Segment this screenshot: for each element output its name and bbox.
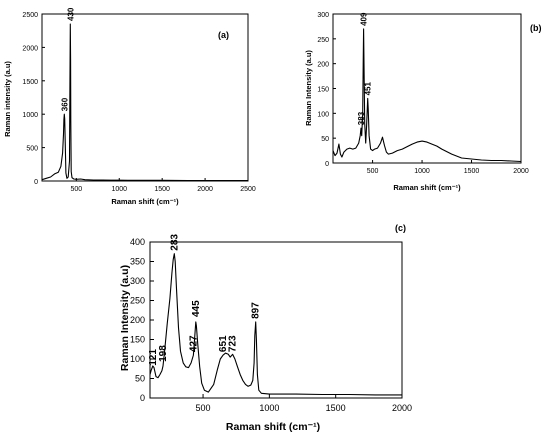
panel-b-ylabel: Raman Intensity (a.u) bbox=[304, 50, 313, 126]
x-tick-label: 2000 bbox=[513, 168, 529, 175]
y-tick-label: 250 bbox=[317, 37, 329, 44]
y-tick-label: 1500 bbox=[22, 79, 38, 86]
panel-c-ticks: 500 1000 1500 2000 0 50 100 150 200 250 300 350 400 bbox=[130, 237, 412, 413]
y-tick-label: 200 bbox=[317, 62, 329, 69]
y-tick-label: 50 bbox=[321, 136, 329, 143]
panel-c-tag: (c) bbox=[395, 223, 406, 233]
peak-label: 383 bbox=[357, 111, 366, 125]
panel-c-frame bbox=[149, 241, 403, 399]
peak-label: 409 bbox=[360, 12, 369, 26]
panel-b-xlabel: Raman shift (cm⁻¹) bbox=[393, 183, 461, 192]
peak-label: 427 bbox=[188, 335, 199, 352]
y-tick-label: 0 bbox=[34, 179, 38, 186]
y-tick-label: 1000 bbox=[22, 112, 38, 119]
peak-label: 723 bbox=[228, 335, 239, 352]
y-tick-label: 100 bbox=[130, 354, 145, 364]
panel-b-spectrum bbox=[332, 28, 522, 163]
y-tick-label: 200 bbox=[130, 315, 145, 325]
x-tick-label: 500 bbox=[196, 403, 211, 413]
y-tick-label: 50 bbox=[135, 374, 145, 384]
y-tick-label: 0 bbox=[140, 393, 145, 403]
peak-label: 651 bbox=[218, 335, 229, 352]
x-tick-label: 2500 bbox=[240, 186, 256, 193]
y-tick-label: 300 bbox=[317, 12, 329, 19]
x-tick-label: 1500 bbox=[464, 168, 480, 175]
panel-b-peak-labels: 383 409 451 bbox=[357, 12, 373, 125]
y-tick-label: 2500 bbox=[22, 12, 38, 19]
panel-b-chart: (b) 500 1000 1500 2000 0 50 100 150 200 250 300 38… bbox=[304, 12, 542, 192]
x-tick-label: 1000 bbox=[259, 403, 279, 413]
peak-label: 897 bbox=[251, 302, 262, 319]
panel-a-peak-labels: 360 430 bbox=[60, 7, 75, 111]
peak-label: 283 bbox=[169, 234, 180, 251]
panel-a-ylabel: Raman intensity (a.u) bbox=[3, 61, 12, 137]
y-tick-label: 500 bbox=[26, 146, 38, 153]
peak-label: 121 bbox=[148, 349, 159, 366]
peak-label: 445 bbox=[191, 300, 202, 317]
y-tick-label: 100 bbox=[317, 111, 329, 118]
y-tick-label: 300 bbox=[130, 276, 145, 286]
panel-c-ylabel: Raman Intensity (a.u) bbox=[119, 265, 131, 371]
panel-b-ticks: 500 1000 1500 2000 0 50 100 150 200 250 300 bbox=[317, 12, 529, 175]
x-tick-label: 500 bbox=[70, 186, 82, 193]
y-tick-label: 250 bbox=[130, 296, 145, 306]
panel-a-ticks: 500 1000 1500 2000 2500 0 500 1000 1500 2000 2500 bbox=[22, 12, 255, 193]
panel-a-xlabel: Raman shift (cm⁻¹) bbox=[111, 197, 179, 206]
panel-a-spectrum bbox=[41, 23, 248, 182]
x-tick-label: 1500 bbox=[326, 403, 346, 413]
x-tick-label: 1000 bbox=[111, 186, 127, 193]
panel-a-tag: (a) bbox=[218, 30, 229, 40]
y-tick-label: 0 bbox=[325, 161, 329, 168]
x-tick-label: 2000 bbox=[392, 403, 412, 413]
y-tick-label: 2000 bbox=[22, 45, 38, 52]
x-tick-label: 1000 bbox=[414, 168, 430, 175]
peak-label: 430 bbox=[66, 7, 75, 21]
panel-c-spectrum bbox=[149, 253, 402, 396]
x-tick-label: 2000 bbox=[197, 186, 213, 193]
x-tick-label: 1500 bbox=[154, 186, 170, 193]
y-tick-label: 400 bbox=[130, 237, 145, 247]
y-tick-label: 150 bbox=[130, 335, 145, 345]
panel-a-chart: (a) 500 1000 1500 2000 2500 0 500 1000 1500 2000 2… bbox=[3, 7, 256, 206]
peak-label: 451 bbox=[364, 82, 373, 96]
y-tick-label: 150 bbox=[317, 87, 329, 94]
panel-a-frame bbox=[41, 13, 249, 182]
y-tick-label: 350 bbox=[130, 257, 145, 267]
panel-c-chart: (c) 500 1000 1500 2000 0 50 100 150 200 250 300 350… bbox=[119, 223, 412, 433]
panel-b-frame bbox=[332, 13, 522, 164]
panel-b-tag: (b) bbox=[530, 23, 542, 33]
peak-label: 198 bbox=[158, 345, 169, 362]
panel-c-xlabel: Raman shift (cm⁻¹) bbox=[226, 421, 320, 433]
peak-label: 360 bbox=[60, 97, 69, 111]
x-tick-label: 500 bbox=[367, 168, 379, 175]
